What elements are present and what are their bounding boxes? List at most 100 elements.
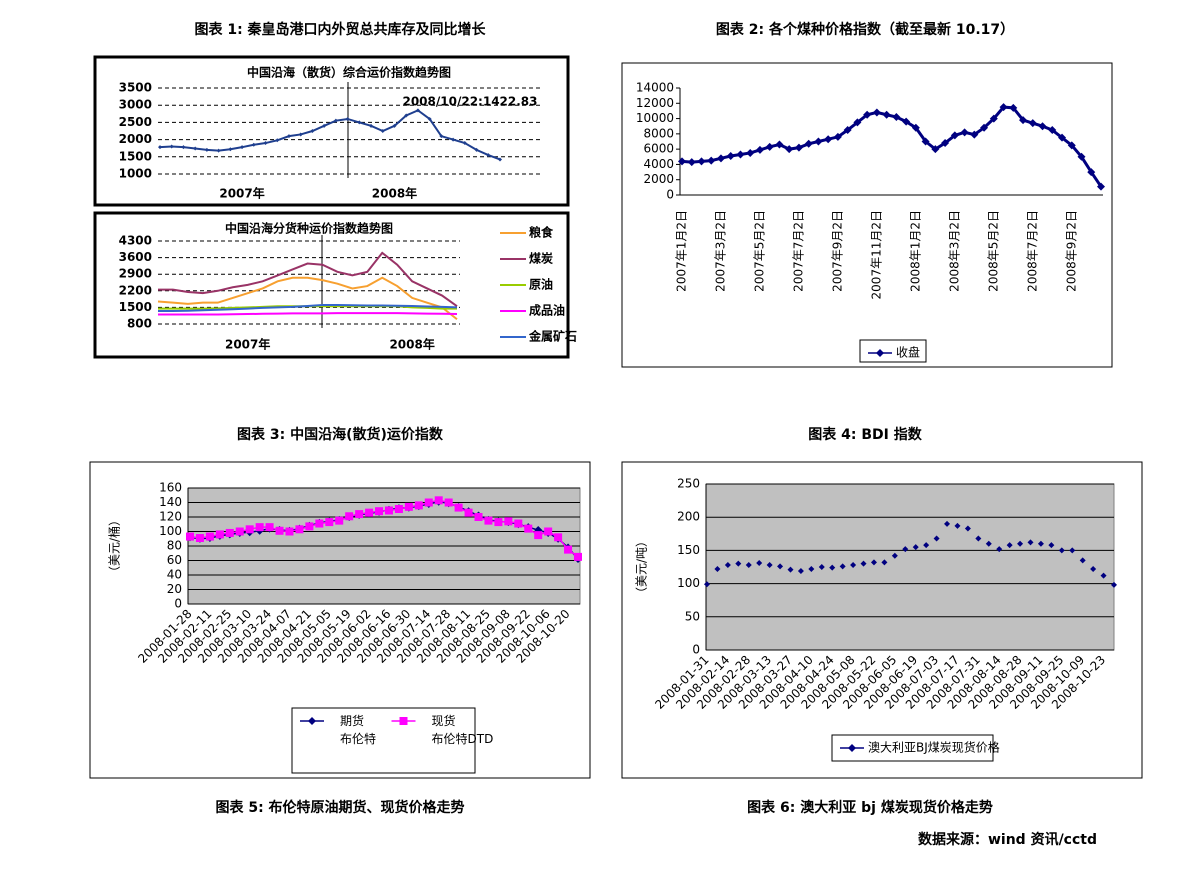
x-tick-label: 2007年1月2日	[675, 210, 689, 292]
y-tick-label: 800	[127, 317, 152, 331]
marker	[818, 564, 825, 570]
caption: 图表 2: 各个煤种价格指数（截至最新 10.17）	[716, 21, 1014, 38]
marker	[415, 108, 420, 113]
source: 数据来源：wind 资讯/cctd	[918, 831, 1097, 848]
marker	[255, 523, 264, 532]
y-tick-label: 200	[677, 510, 700, 524]
legend-box	[859, 339, 927, 363]
marker	[1009, 103, 1018, 112]
marker	[534, 531, 543, 540]
marker	[474, 513, 483, 521]
x-tick-label: 2007年11月2日	[869, 210, 883, 299]
y-tick-label: 150	[677, 543, 700, 557]
y-tick-label: 2500	[119, 115, 152, 129]
marker	[514, 519, 523, 528]
marker	[375, 507, 384, 516]
y-tick-label: 250	[677, 477, 700, 491]
marker	[1006, 542, 1013, 549]
marker	[345, 116, 350, 121]
marker	[474, 147, 479, 152]
y-tick-label: 50	[685, 609, 700, 623]
marker	[322, 123, 327, 128]
series-line	[159, 109, 501, 161]
marker	[444, 498, 453, 507]
x-tick-label: 2007年7月2日	[791, 210, 805, 292]
chart-title: 中国沿海（散货）综合运价指数趋势图	[247, 65, 451, 80]
y-tick-label: 2200	[119, 283, 152, 297]
marker	[494, 518, 503, 527]
marker	[850, 562, 857, 569]
marker	[169, 144, 174, 149]
y-tick-label: 10000	[636, 111, 674, 125]
marker	[970, 130, 979, 139]
marker	[251, 142, 256, 147]
x-tick-label: 2008年	[389, 337, 434, 352]
y-tick-label: 100	[677, 576, 700, 590]
legend-label: 金属矿石	[528, 329, 577, 344]
x-tick-label: 2007年9月2日	[830, 210, 844, 292]
legend-label: 收盘	[896, 345, 920, 360]
marker	[839, 563, 846, 570]
x-tick-label: 2008年3月2日	[947, 210, 961, 292]
marker	[804, 139, 813, 148]
marker	[544, 527, 553, 536]
marker	[999, 103, 1008, 112]
marker	[931, 145, 940, 154]
marker	[451, 137, 456, 142]
chart-title: 中国沿海分货种运价指数趋势图	[225, 221, 393, 236]
y-tick-label: 6000	[643, 142, 674, 156]
marker	[228, 147, 233, 152]
marker	[980, 123, 989, 132]
marker	[996, 546, 1003, 553]
marker	[911, 123, 920, 132]
y-tick-label: 3600	[119, 250, 152, 264]
marker	[298, 132, 303, 137]
marker	[687, 158, 696, 167]
marker	[1067, 141, 1076, 150]
marker	[345, 512, 354, 521]
marker	[181, 145, 186, 150]
marker	[158, 145, 162, 150]
marker	[498, 157, 502, 162]
marker	[891, 552, 898, 559]
annotation: 2008/10/22:1422.83	[402, 95, 537, 109]
marker	[755, 145, 764, 154]
y-tick-label: 4000	[643, 157, 674, 171]
y-tick-label: 20	[167, 582, 182, 596]
y-tick-label: 160	[159, 481, 182, 495]
marker	[263, 141, 268, 146]
marker	[716, 154, 725, 163]
marker	[554, 533, 563, 542]
caption: 图表 5: 布伦特原油期货、现货价格走势	[215, 799, 464, 816]
marker	[240, 145, 245, 150]
y-tick-label: 60	[167, 553, 182, 567]
marker	[524, 524, 533, 533]
marker	[848, 744, 856, 752]
caption: 图表 1: 秦皇岛港口内外贸总共库存及同比增长	[194, 21, 486, 38]
marker	[333, 118, 338, 123]
caption: 图表 4: BDI 指数	[808, 426, 922, 443]
y-tick-label: 4300	[119, 234, 152, 248]
marker	[1087, 168, 1096, 177]
marker	[724, 562, 731, 569]
marker	[384, 506, 393, 515]
y-tick-label: 0	[692, 643, 700, 657]
marker	[787, 566, 794, 573]
marker	[853, 118, 862, 127]
marker	[462, 141, 467, 146]
marker	[427, 116, 432, 121]
marker	[484, 516, 493, 525]
marker	[205, 532, 214, 541]
marker	[870, 559, 877, 566]
marker	[265, 523, 274, 532]
marker	[989, 114, 998, 123]
legend-label: 期货布伦特	[340, 713, 376, 746]
marker	[424, 498, 433, 507]
marker	[357, 120, 362, 125]
marker	[275, 526, 284, 535]
x-tick-label: 2007年	[225, 337, 270, 352]
marker	[369, 123, 374, 128]
marker	[933, 535, 940, 542]
series-line	[157, 276, 458, 321]
marker	[707, 156, 716, 165]
